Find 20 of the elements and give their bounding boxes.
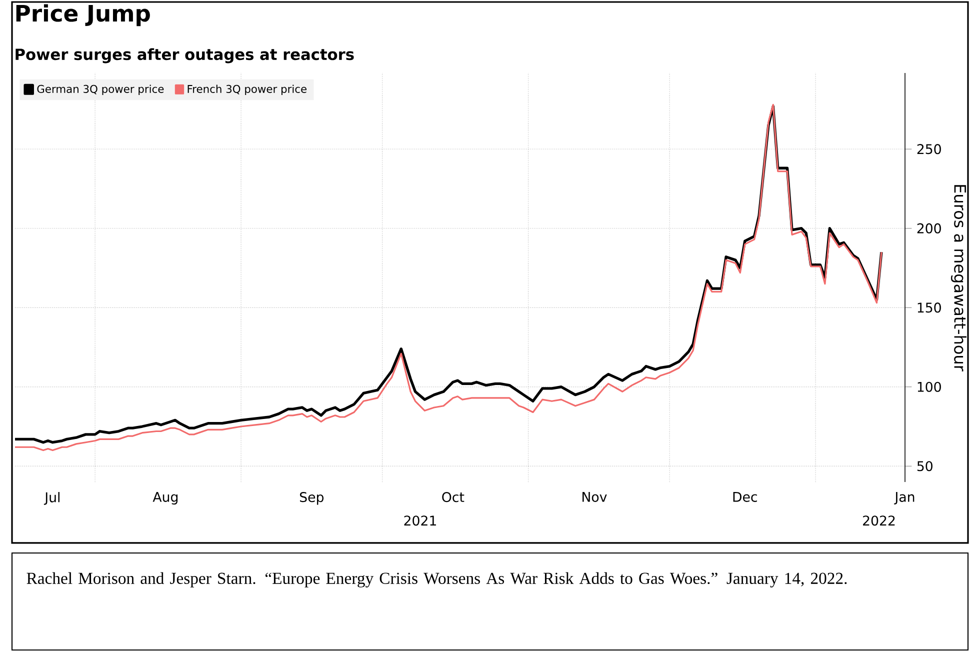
chart-title: Price Jump xyxy=(16,4,150,26)
x-tick-label: Sep xyxy=(300,492,324,505)
text: 2021 xyxy=(404,516,436,526)
x-tick-label: Aug xyxy=(152,492,178,505)
text: Rachel Morison and Jesper Starn. “Europe Energy Crisis Worsens As War Risk Adds to Gas Woes.” January 14, 2022. xyxy=(26,572,847,588)
legend-label: German 3Q power price xyxy=(37,84,164,96)
y-axis-title: Euros a megawatt-hour xyxy=(950,185,966,372)
legend-label: French 3Q power price xyxy=(188,84,307,96)
text: 2022 xyxy=(863,516,895,526)
y-tick-label: 100 xyxy=(918,382,941,392)
y-tick-label: 200 xyxy=(917,223,941,234)
x-tick-label: Jul xyxy=(44,492,60,505)
x-tick-label: Nov xyxy=(582,492,607,502)
x-tick-label: Jan xyxy=(894,492,914,504)
x-tick-label: Dec xyxy=(733,492,757,502)
y-tick-label: 50 xyxy=(917,461,932,472)
chart-subtitle: Power surges after outages at reactors xyxy=(16,48,354,64)
y-tick-label: 250 xyxy=(917,144,941,154)
y-tick-label: 150 xyxy=(918,302,941,313)
x-tick-label: Oct xyxy=(442,492,464,502)
